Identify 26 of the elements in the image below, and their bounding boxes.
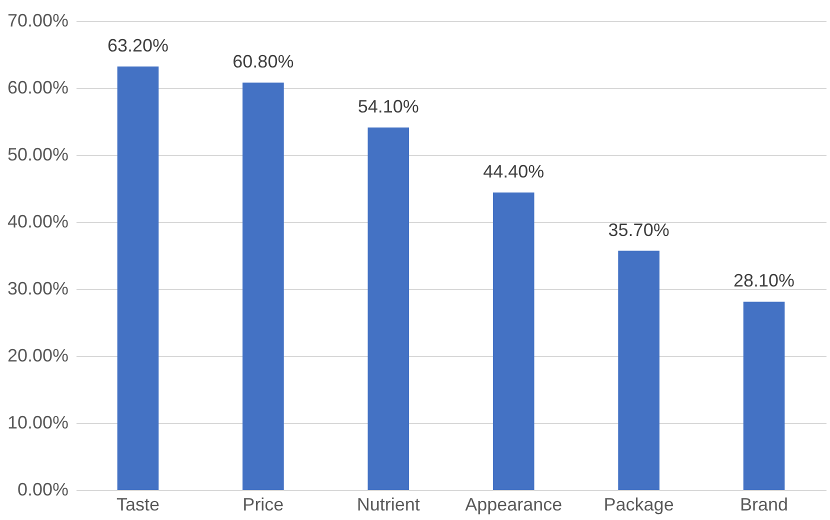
y-tick-label: 50.00% (7, 144, 68, 164)
x-tick-label: Brand (740, 494, 788, 514)
data-label: 54.10% (358, 96, 419, 117)
y-tick-label: 40.00% (7, 212, 68, 232)
bar (492, 192, 534, 490)
y-tick-label: 10.00% (7, 412, 68, 432)
bar (117, 66, 159, 490)
bar (242, 82, 284, 490)
y-tick-label: 70.00% (7, 10, 68, 30)
x-tick-label: Nutrient (356, 494, 420, 514)
bar (368, 128, 410, 490)
y-tick-label: 60.00% (7, 78, 68, 98)
x-tick-label: Price (242, 494, 284, 514)
data-label: 63.20% (107, 36, 169, 56)
data-label: 35.70% (608, 220, 670, 240)
data-label: 60.80% (232, 52, 294, 72)
data-label: 44.40% (483, 162, 544, 182)
y-tick-label: 30.00% (7, 278, 68, 298)
y-tick-label: 20.00% (7, 346, 68, 366)
x-tick-label: Package (604, 494, 674, 514)
bar (618, 250, 660, 490)
data-label: 28.10% (733, 270, 795, 291)
y-tick-label: 0.00% (17, 480, 68, 500)
x-tick-label: Appearance (465, 494, 562, 514)
bar (743, 302, 785, 490)
x-tick-label: Taste (116, 494, 160, 514)
